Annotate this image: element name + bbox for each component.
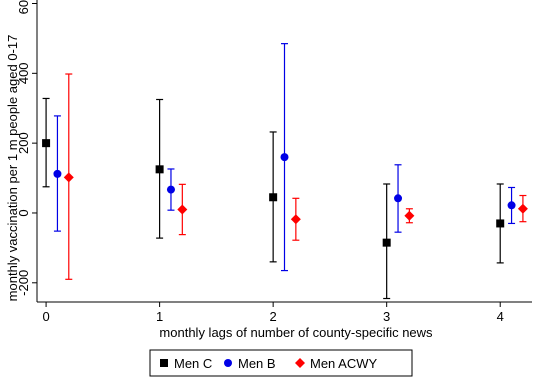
men-c-point [269,131,278,263]
men-b-marker [507,201,516,210]
men-b-marker [394,194,403,203]
men-b-point [166,168,175,211]
legend-item: Men B [224,356,276,371]
axes: 0 1 2 3 4 -200 0 200 400 600 [16,0,532,324]
legend-item: Men ACWY [295,356,378,371]
men-b-marker [166,185,175,194]
x-tick-label: 3 [383,309,390,324]
men-acwy-marker [404,210,415,221]
men-c-marker [382,238,391,247]
men-b-point [280,43,289,272]
legend-label: Men C [174,356,212,371]
men-c-point [155,98,164,239]
men-c-marker [496,219,505,228]
legend-item: Men C [160,356,212,371]
men-b-marker [280,153,289,162]
y-tick-label: 400 [16,62,31,84]
men-acwy-marker [517,203,528,214]
men-c-marker [269,193,278,202]
men-acwy-marker [290,214,301,225]
y-tick-label: 200 [16,132,31,154]
men-acwy-point [517,194,528,223]
legend-box [149,349,413,377]
men-b-marker [53,169,62,178]
men-acwy-point [290,197,301,241]
men-c-point [496,183,505,264]
men-c-marker [155,165,164,174]
legend-marker [295,358,305,368]
men-acwy-point [177,183,188,236]
men-acwy-marker [177,204,188,215]
x-tick-label: 0 [42,309,49,324]
men-c-point [382,183,391,300]
x-tick-label: 1 [156,309,163,324]
men-acwy-marker [63,172,74,183]
men-acwy-point [63,73,74,280]
x-tick-label: 2 [270,309,277,324]
legend-marker [160,359,168,367]
y-axis-title: monthly vaccination per 1 m people aged … [5,35,20,302]
plot-area [42,43,528,300]
men-b-point [507,186,516,225]
x-tick-label: 4 [497,309,504,324]
legend-label: Men ACWY [310,356,378,371]
men-c-marker [42,139,51,148]
x-axis-title: monthly lags of number of county-specifi… [159,325,433,340]
men-b-point [53,115,62,232]
men-c-point [42,97,51,188]
men-acwy-point [404,208,415,224]
y-tick-label: 0 [16,209,31,216]
men-b-point [394,164,403,233]
legend-label: Men B [238,356,276,371]
legend: Men C Men B Men ACWY [149,349,413,377]
y-tick-label: -200 [16,270,31,296]
y-tick-label: 600 [16,0,31,14]
legend-marker [224,359,232,367]
